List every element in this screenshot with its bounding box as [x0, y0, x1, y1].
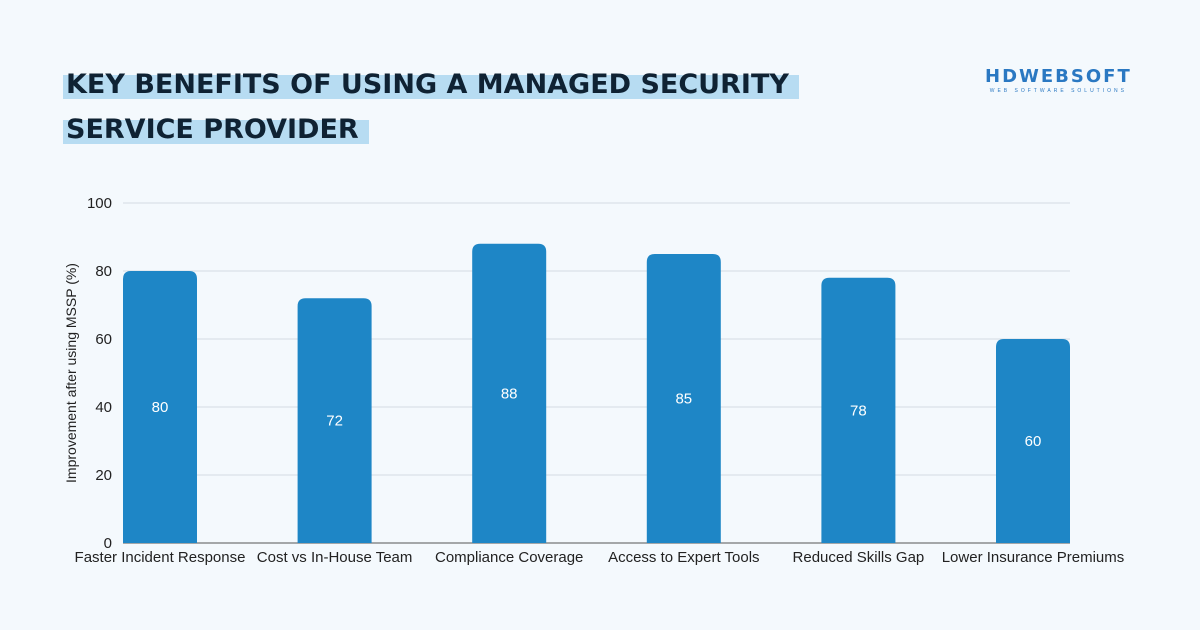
data-label: 78 [850, 402, 867, 419]
hdwebsoft-logo: HDWEBSOFT WEB SOFTWARE SOLUTIONS [985, 66, 1132, 94]
chart-title: KEY BENEFITS OF USING A MANAGED SECURITY… [63, 62, 799, 152]
logo-name: HDWEBSOFT [985, 66, 1132, 87]
bar [821, 277, 896, 543]
x-tick-label: Cost vs In-House Team [257, 549, 413, 566]
y-tick-label: 0 [104, 535, 112, 552]
title-line-2: SERVICE PROVIDER [63, 107, 369, 152]
x-tick-label: Faster Incident Response [75, 549, 246, 566]
y-tick-label: 20 [95, 467, 112, 484]
bar [297, 298, 372, 543]
bar [472, 243, 547, 544]
x-tick-label: Compliance Coverage [435, 549, 583, 566]
data-label: 72 [326, 413, 343, 430]
x-tick-label: Reduced Skills Gap [793, 549, 925, 566]
bar [996, 339, 1070, 543]
y-tick-label: 60 [95, 331, 112, 348]
logo-tagline: WEB SOFTWARE SOLUTIONS [989, 88, 1127, 94]
bar [123, 271, 197, 543]
bar [646, 254, 721, 543]
data-label: 60 [1025, 433, 1042, 450]
y-tick-label: 40 [95, 399, 112, 416]
data-label: 80 [152, 399, 169, 416]
x-tick-label: Access to Expert Tools [608, 549, 759, 566]
title-line-1: KEY BENEFITS OF USING A MANAGED SECURITY [63, 62, 799, 107]
y-axis-label: Improvement after using MSSP (%) [63, 263, 79, 483]
data-label: 88 [501, 385, 518, 402]
x-tick-label: Lower Insurance Premiums [942, 549, 1125, 566]
y-tick-label: 100 [87, 195, 112, 212]
y-tick-label: 80 [95, 263, 112, 280]
data-label: 85 [675, 391, 692, 408]
